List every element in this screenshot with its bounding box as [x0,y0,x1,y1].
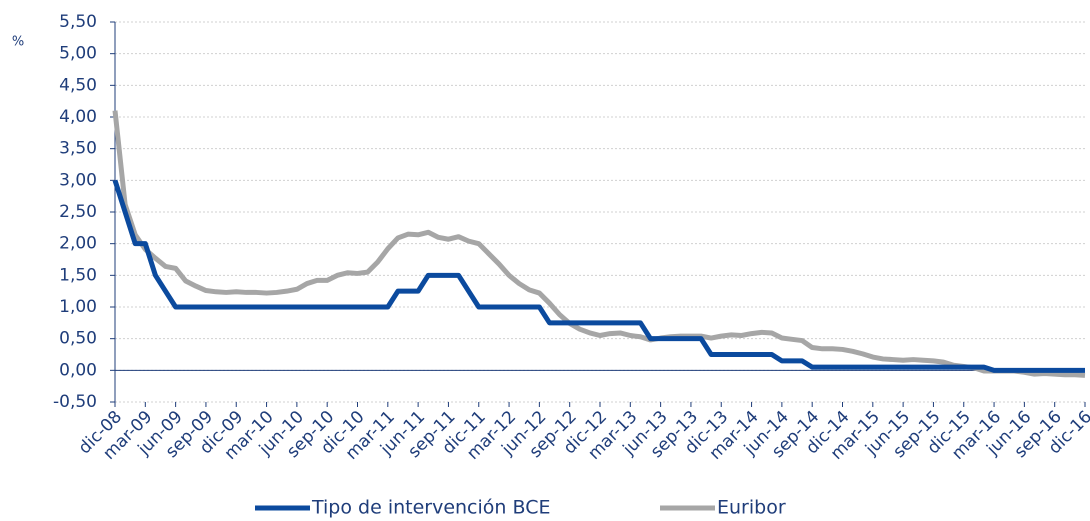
y-tick-label: 4,00 [59,107,97,127]
y-tick-label: 0,00 [59,360,97,380]
legend-label: Euribor [717,497,786,519]
y-tick-label: 3,00 [59,170,97,190]
series-line [112,179,1085,373]
y-tick-label: -0,50 [53,392,97,412]
y-tick-label: 4,50 [59,75,97,95]
series-line [112,110,1086,378]
y-tick-label: 0,50 [59,329,97,349]
y-tick-label: 1,00 [59,297,97,317]
y-tick-label: 3,50 [59,139,97,159]
y-tick-label: 5,50 [59,12,97,32]
y-tick-label: 2,50 [59,202,97,222]
legend-label: Tipo de intervención BCE [311,497,550,519]
y-tick-label: 1,50 [59,265,97,285]
y-axis-label: % [12,35,24,50]
y-tick-label: 2,00 [59,234,97,254]
y-tick-label: 5,00 [59,44,97,64]
